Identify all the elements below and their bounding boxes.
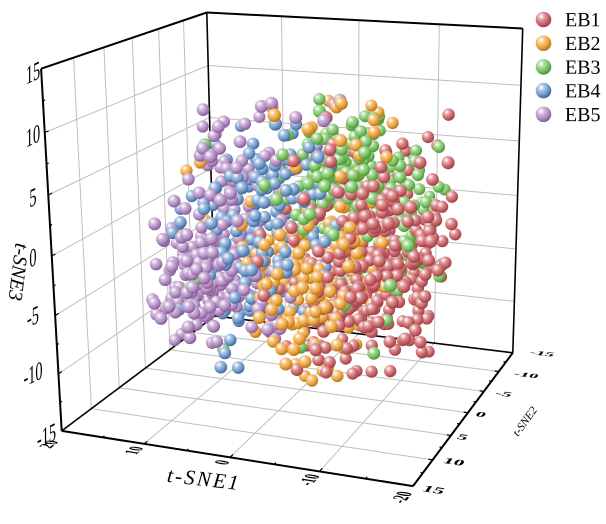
svg-text:EB2: EB2 bbox=[565, 33, 601, 55]
svg-text:EB1: EB1 bbox=[565, 9, 601, 31]
svg-text:EB5: EB5 bbox=[565, 104, 601, 126]
svg-text:EB4: EB4 bbox=[565, 80, 601, 102]
svg-text:-5: -5 bbox=[27, 299, 39, 334]
svg-text:5: 5 bbox=[29, 181, 36, 213]
svg-text:EB3: EB3 bbox=[565, 57, 601, 79]
